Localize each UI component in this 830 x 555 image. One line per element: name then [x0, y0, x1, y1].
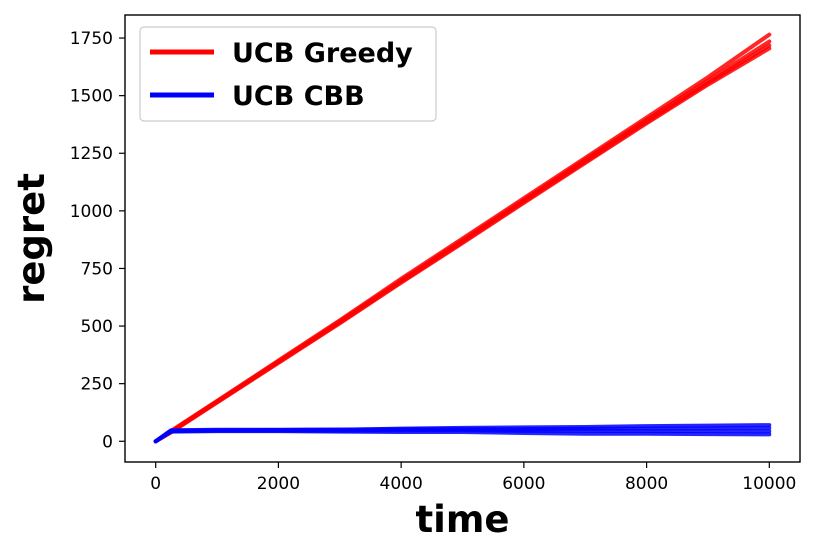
- x-tick-label: 0: [150, 474, 161, 494]
- series-ucb-cbb: [153, 423, 772, 444]
- y-tick-label: 1250: [70, 144, 113, 164]
- y-tick-label: 750: [81, 259, 113, 279]
- y-tick-label: 1500: [70, 87, 113, 107]
- y-tick-label: 500: [81, 317, 113, 337]
- y-axis: 0 250 500 750 1000 1250 1500 1750: [70, 29, 125, 452]
- series-layer: [153, 32, 772, 444]
- x-axis-label: time: [415, 498, 509, 541]
- legend-label-ucb-greedy: UCB Greedy: [232, 38, 413, 69]
- series-line-run-4: [153, 46, 772, 444]
- legend: UCB Greedy UCB CBB: [139, 26, 437, 122]
- x-tick-label: 4000: [380, 474, 423, 494]
- x-axis: 0 2000 4000 6000 8000 10000: [150, 462, 796, 494]
- x-tick-label: 8000: [625, 474, 668, 494]
- x-tick-label: 2000: [257, 474, 300, 494]
- plot-area-frame: [124, 14, 801, 463]
- series-line-run-4: [153, 429, 772, 444]
- series-ucb-greedy: [153, 32, 772, 444]
- legend-label-ucb-cbb: UCB CBB: [232, 81, 365, 112]
- y-tick-label: 250: [81, 375, 113, 395]
- y-tick-label: 0: [102, 432, 113, 452]
- x-tick-label: 6000: [502, 474, 545, 494]
- y-tick-label: 1750: [70, 29, 113, 49]
- y-axis-label: regret: [10, 173, 53, 304]
- y-tick-label: 1000: [70, 202, 113, 222]
- x-tick-label: 10000: [742, 474, 796, 494]
